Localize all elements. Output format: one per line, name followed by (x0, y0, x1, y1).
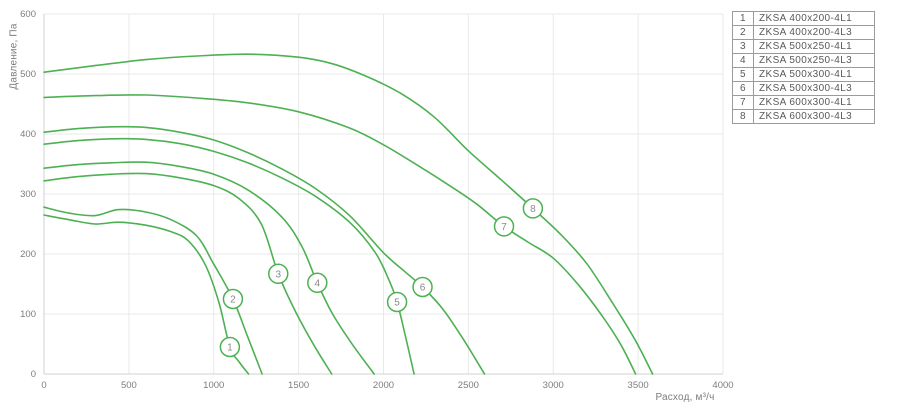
curve-marker-number: 4 (315, 278, 321, 289)
x-tick-label: 4000 (712, 380, 733, 391)
curve-6 (43, 125, 486, 375)
curve-4 (43, 161, 375, 375)
legend-row: 4 ZKSA 500x250-4L3 (732, 53, 875, 68)
legend-row-label: ZKSA 400x200-4L1 (753, 11, 875, 26)
legend-row-label: ZKSA 600x300-4L1 (753, 95, 875, 110)
legend-row-label: ZKSA 500x300-4L3 (753, 81, 875, 96)
legend-row-number: 4 (732, 53, 754, 68)
legend-body: 1 ZKSA 400x200-4L1 2 ZKSA 400x200-4L3 3 ZKSA … (732, 11, 875, 124)
legend-row-number: 3 (732, 39, 754, 54)
legend-row: 1 ZKSA 400x200-4L1 (732, 11, 875, 26)
y-tick-label: 200 (20, 249, 36, 260)
legend-row-label: ZKSA 500x250-4L1 (753, 39, 875, 54)
x-tick-label: 3500 (628, 380, 649, 391)
curve-marker-4 (307, 272, 328, 294)
x-tick-label: 0 (41, 380, 46, 391)
curve-marker-number: 6 (420, 283, 426, 294)
curve-marker-number: 8 (530, 204, 536, 215)
curve-marker-number: 2 (230, 295, 236, 306)
legend-row-label: ZKSA 500x250-4L3 (753, 53, 875, 68)
y-tick-label: 0 (31, 369, 36, 380)
legend-row: 7 ZKSA 600x300-4L1 (732, 95, 875, 110)
legend-row-number: 5 (732, 67, 754, 82)
legend-row-number: 1 (732, 11, 754, 26)
curve-marker-6 (412, 276, 433, 298)
y-tick-label: 500 (20, 69, 36, 80)
legend-row-label: ZKSA 500x300-4L1 (753, 67, 875, 82)
curve-marker-1 (219, 336, 241, 358)
legend-row: 2 ZKSA 400x200-4L3 (732, 25, 875, 40)
curve-marker-number: 3 (275, 269, 281, 280)
curve-marker-3 (268, 263, 289, 285)
legend-row-number: 2 (732, 25, 754, 40)
x-tick-label: 3000 (543, 380, 564, 391)
x-tick-label: 1500 (288, 380, 309, 391)
legend-table: 1 ZKSA 400x200-4L1 2 ZKSA 400x200-4L3 3 ZKSA … (732, 11, 875, 124)
x-tick-label: 1000 (203, 380, 224, 391)
curve-3 (43, 172, 333, 375)
legend-row: 3 ZKSA 500x250-4L1 (732, 39, 875, 54)
x-tick-label: 2500 (458, 380, 479, 391)
legend-row-number: 6 (732, 81, 754, 96)
x-tick-label: 500 (121, 380, 137, 391)
curve-marker-7 (493, 216, 515, 237)
legend-row-number: 7 (732, 95, 754, 110)
y-tick-label: 400 (20, 129, 36, 140)
x-axis-label: Расход, м³/ч (655, 392, 715, 403)
curve-marker-2 (222, 288, 244, 310)
y-tick-label: 300 (20, 189, 36, 200)
curve-2 (43, 206, 263, 375)
curve-8 (43, 53, 654, 375)
y-axis-label: Давление, Па (8, 23, 20, 90)
legend-row-label: ZKSA 400x200-4L3 (753, 25, 875, 40)
curve-7 (43, 94, 637, 375)
curve-marker-8 (522, 198, 544, 219)
curve-1 (43, 214, 250, 375)
legend-row-number: 8 (732, 109, 754, 124)
x-tick-label: 2000 (373, 380, 394, 391)
curve-marker-5 (386, 291, 408, 313)
curve-marker-number: 7 (501, 222, 507, 233)
legend-row: 6 ZKSA 500x300-4L3 (732, 81, 875, 96)
legend-row-label: ZKSA 600x300-4L3 (753, 109, 875, 124)
curve-marker-number: 5 (394, 298, 400, 309)
y-tick-label: 600 (20, 9, 36, 20)
legend-row: 5 ZKSA 500x300-4L1 (732, 67, 875, 82)
y-tick-label: 100 (20, 309, 36, 320)
legend-row: 8 ZKSA 600x300-4L3 (732, 109, 875, 124)
curve-marker-number: 1 (227, 343, 233, 354)
